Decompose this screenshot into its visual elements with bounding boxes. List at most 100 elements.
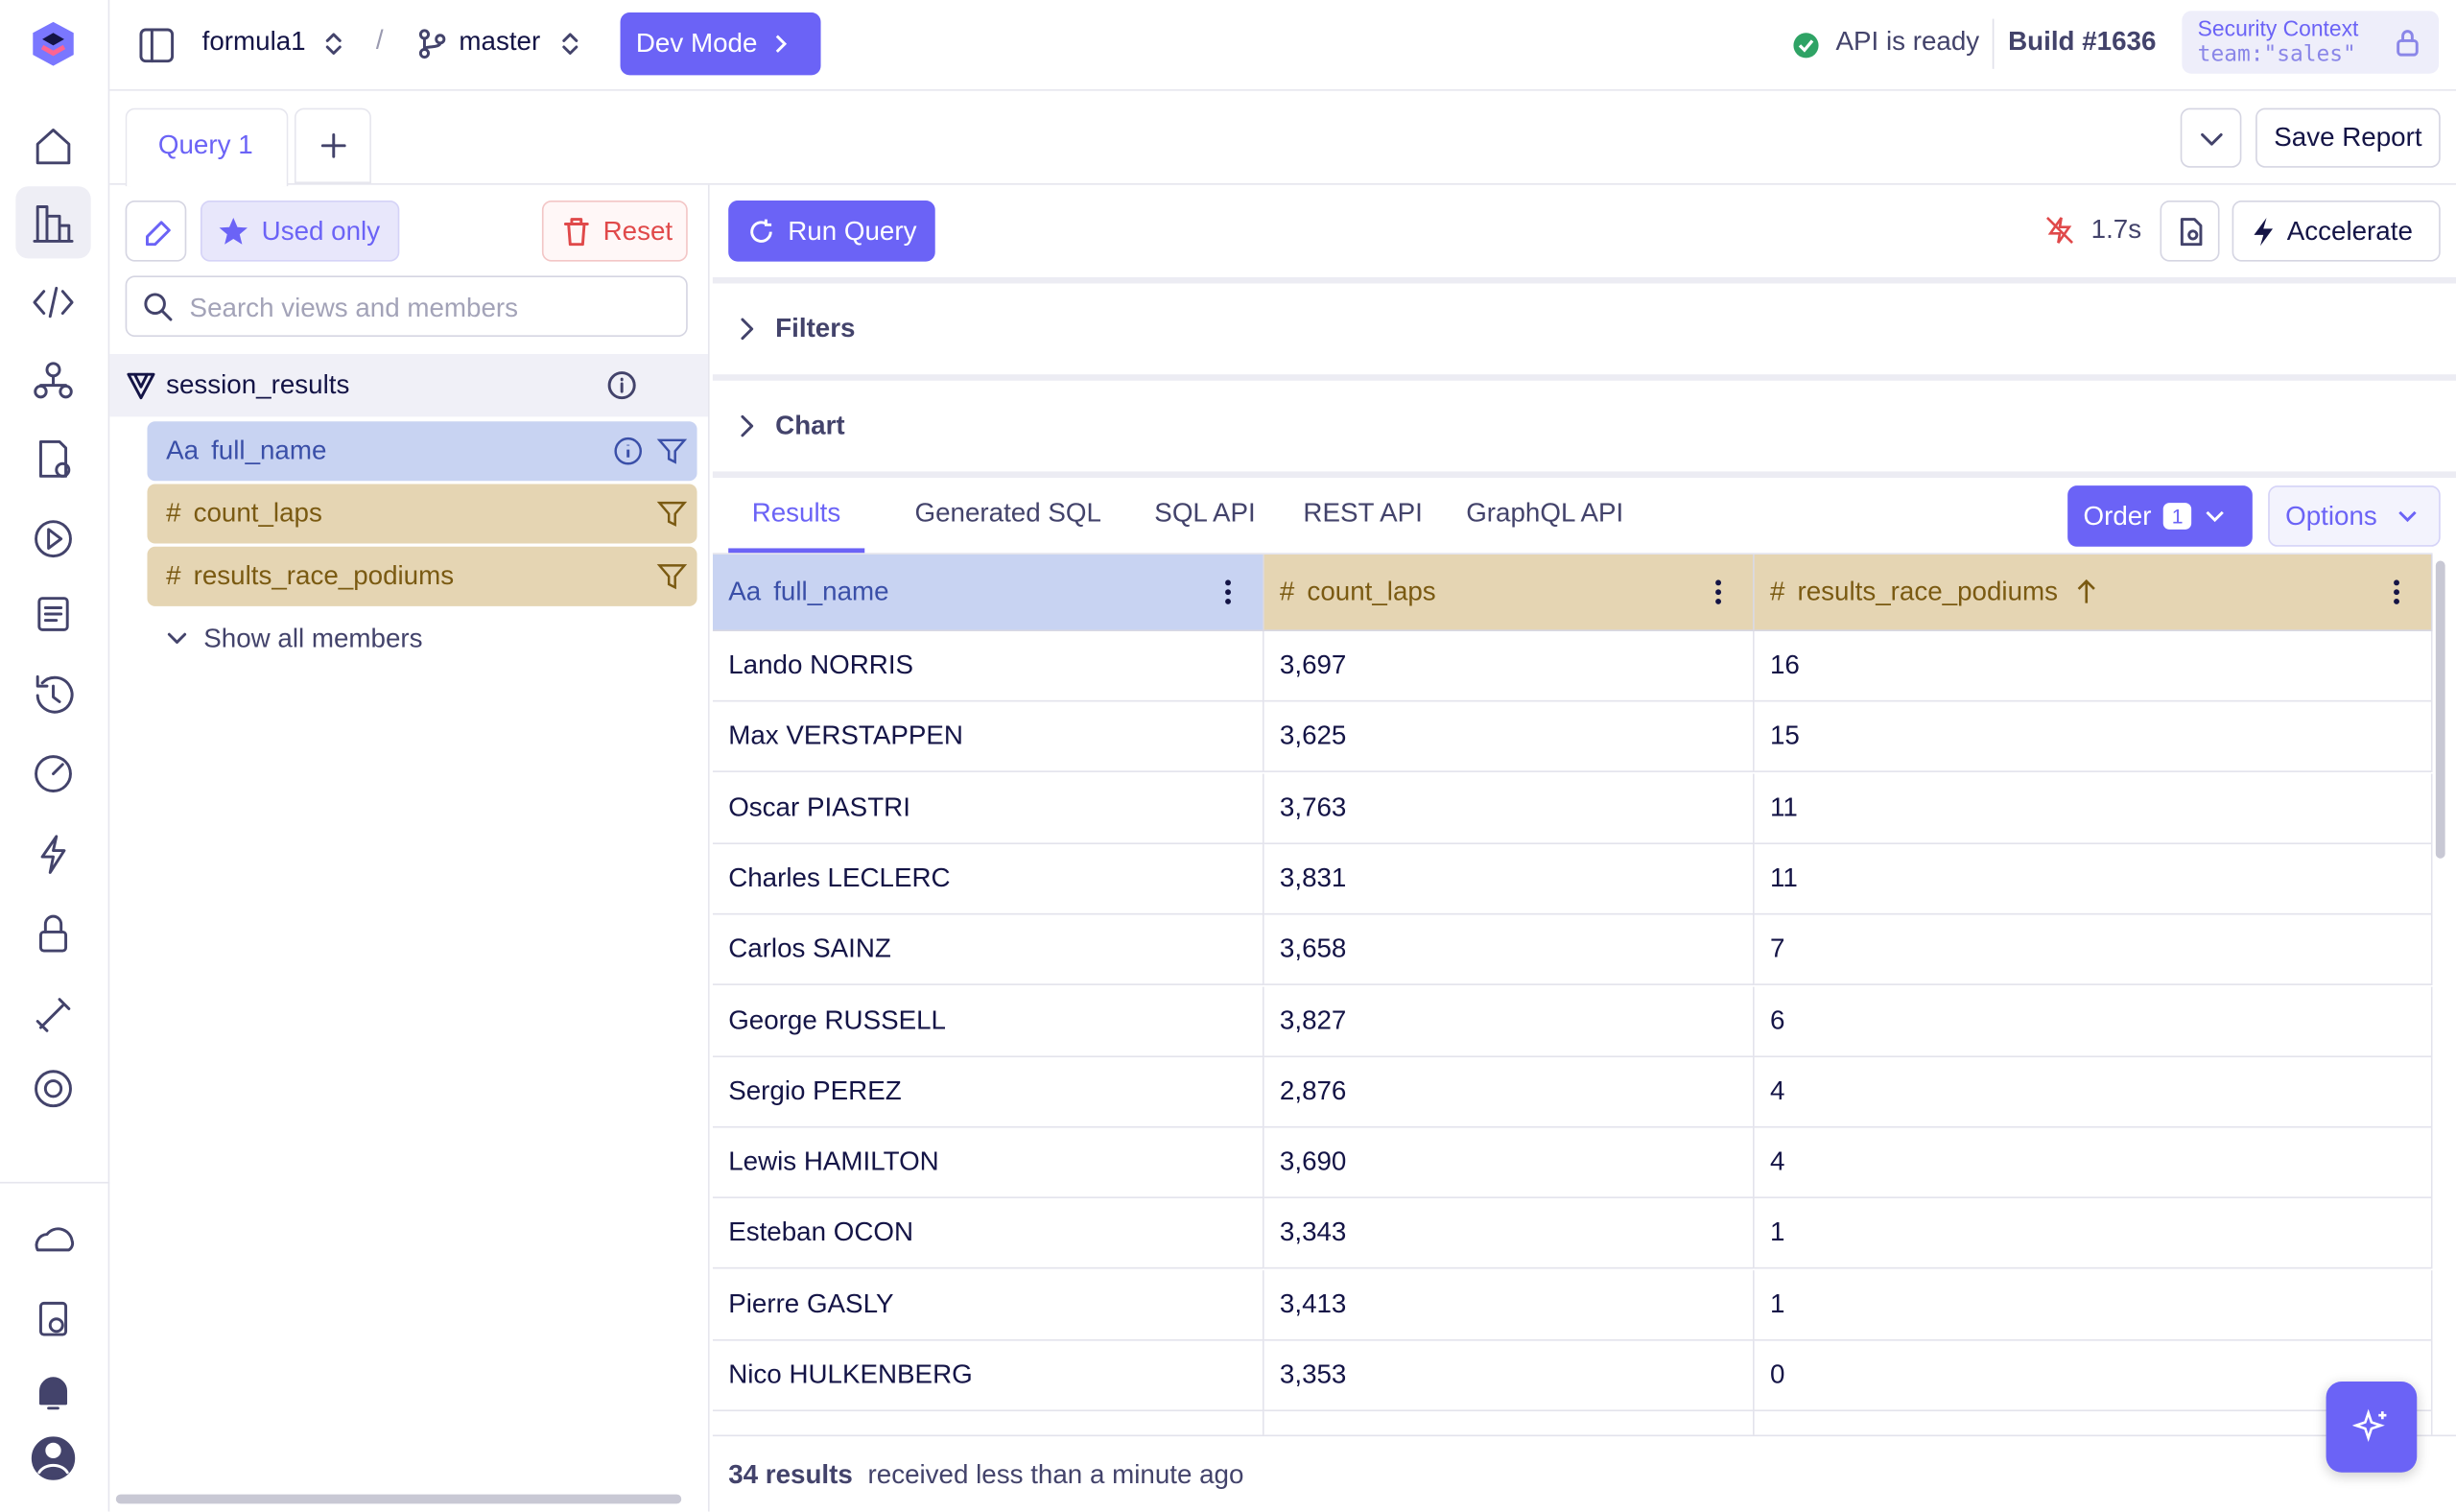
table-cell: 15 xyxy=(1754,701,2433,773)
accelerate-button[interactable]: Accelerate xyxy=(2232,200,2441,262)
table-cell: George RUSSELL xyxy=(712,985,1264,1057)
run-query-button[interactable]: Run Query xyxy=(728,200,935,262)
table-cell: Nico HULKENBERG xyxy=(712,1340,1264,1412)
order-button[interactable]: Order 1 xyxy=(2067,485,2253,547)
chevrons xyxy=(325,33,342,55)
received-time: received less than a minute ago xyxy=(867,1459,1244,1490)
chevron xyxy=(741,318,754,341)
reset-label: Reset xyxy=(602,215,673,246)
bolt-icon xyxy=(2254,217,2274,246)
sidebar-toggle[interactable] xyxy=(138,27,176,64)
nav-rail xyxy=(0,0,110,1512)
result-tab[interactable]: Generated SQL xyxy=(914,498,1101,529)
column-header[interactable]: # results_race_podiums xyxy=(1754,554,2433,631)
nav-icons[interactable] xyxy=(0,109,110,1488)
divider xyxy=(712,471,2456,478)
column-header[interactable]: # count_laps xyxy=(1263,554,1755,631)
filters-section[interactable]: Filters xyxy=(775,313,856,343)
options-label: Options xyxy=(2285,500,2377,531)
search-icon xyxy=(144,293,173,321)
results-table: Aa full_name # count_laps # results_race_podi… xyxy=(712,553,2433,1435)
table-cell: 3,625 xyxy=(1263,701,1755,773)
sidebar: Used only Reset Search views and members… xyxy=(109,184,710,1512)
table-cell: 1 xyxy=(1754,1269,2433,1341)
result-count: 34 results xyxy=(728,1459,853,1490)
plus xyxy=(320,132,346,158)
result-tab[interactable]: REST API xyxy=(1303,498,1423,529)
member-row[interactable]: # results_race_podiums xyxy=(147,546,697,606)
table-cell: 4 xyxy=(1754,1127,2433,1199)
result-tab[interactable]: GraphQL API xyxy=(1466,498,1624,529)
build: Build #1636 xyxy=(2008,26,2157,57)
table-cell: Lando NORRIS xyxy=(712,630,1264,702)
logo xyxy=(33,21,74,66)
chevron xyxy=(2397,510,2416,522)
inspect-button[interactable] xyxy=(2160,200,2220,262)
used-only-button[interactable]: Used only xyxy=(200,200,400,262)
chevron xyxy=(741,414,754,437)
reset-button[interactable]: Reset xyxy=(541,200,688,262)
show-all-members[interactable]: Show all members xyxy=(166,624,423,655)
api-status: API is ready xyxy=(1835,26,1980,57)
member-type: # xyxy=(166,560,181,591)
scrollbar xyxy=(115,1494,682,1504)
trash-icon xyxy=(563,217,589,246)
lock-icon xyxy=(2397,30,2419,57)
branch-name[interactable]: master xyxy=(459,26,541,57)
table-cell: Carlos SAINZ xyxy=(712,914,1264,986)
dropdown-button[interactable] xyxy=(2180,107,2242,168)
table-cell: Lewis HAMILTON xyxy=(712,1127,1264,1199)
table-cell: 16 xyxy=(1754,630,2433,702)
member-type: # xyxy=(166,498,181,529)
edit-button[interactable] xyxy=(125,200,187,262)
column-name: count_laps xyxy=(1307,576,1436,606)
column-name: full_name xyxy=(773,576,889,606)
star-icon xyxy=(219,217,248,244)
info-icon xyxy=(607,371,636,400)
table-cell: Sergio PEREZ xyxy=(712,1056,1264,1128)
search-input[interactable]: Search views and members xyxy=(125,275,688,338)
table-cell: 11 xyxy=(1754,843,2433,915)
column-menu[interactable] xyxy=(1703,577,1735,608)
member-row[interactable]: Aa full_name xyxy=(147,421,697,482)
security-label: Security Context xyxy=(2197,15,2359,41)
add-tab[interactable] xyxy=(294,107,371,184)
nav-active xyxy=(15,186,91,259)
column-type: Aa xyxy=(728,576,762,606)
options-button[interactable]: Options xyxy=(2268,485,2441,547)
member-row[interactable]: # count_laps xyxy=(147,484,697,544)
security-context[interactable]: Security Context team:"sales" xyxy=(2182,11,2440,74)
save-report-button[interactable]: Save Report xyxy=(2255,107,2441,168)
project-name[interactable]: formula1 xyxy=(201,26,306,57)
table-cell: 3,690 xyxy=(1263,1127,1755,1199)
query-tabs: Query 1 Save Report xyxy=(109,91,2456,187)
accelerate-label: Accelerate xyxy=(2286,215,2413,246)
table-cell: 3,697 xyxy=(1263,630,1755,702)
member-name: results_race_podiums xyxy=(193,560,455,591)
table-cell: Charles LECLERC xyxy=(712,843,1264,915)
table-cell: Oscar PIASTRI xyxy=(712,772,1264,844)
query-tab[interactable]: Query 1 xyxy=(125,107,289,187)
refresh-icon xyxy=(750,218,772,243)
column-menu[interactable] xyxy=(2381,577,2413,608)
chart-section[interactable]: Chart xyxy=(775,410,845,440)
view-row[interactable]: session_results xyxy=(109,353,708,417)
view-name: session_results xyxy=(166,369,350,400)
chevron xyxy=(2205,510,2224,522)
column-header[interactable]: Aa full_name xyxy=(712,554,1264,631)
result-tab[interactable]: Results xyxy=(728,498,864,554)
result-tab[interactable]: SQL API xyxy=(1154,498,1256,529)
table-cell: 3,763 xyxy=(1263,772,1755,844)
column-menu[interactable] xyxy=(1213,577,1244,608)
view-icon xyxy=(127,372,155,400)
divider xyxy=(1992,18,1995,69)
ai-assistant-button[interactable] xyxy=(2326,1382,2418,1473)
order-label: Order xyxy=(2083,500,2152,531)
query-duration: 1.7s xyxy=(2090,214,2142,245)
dev-mode-button[interactable]: Dev Mode xyxy=(620,12,821,76)
table-cell: 3,658 xyxy=(1263,914,1755,986)
used-only-label: Used only xyxy=(261,215,381,246)
column-type: # xyxy=(1279,576,1295,606)
